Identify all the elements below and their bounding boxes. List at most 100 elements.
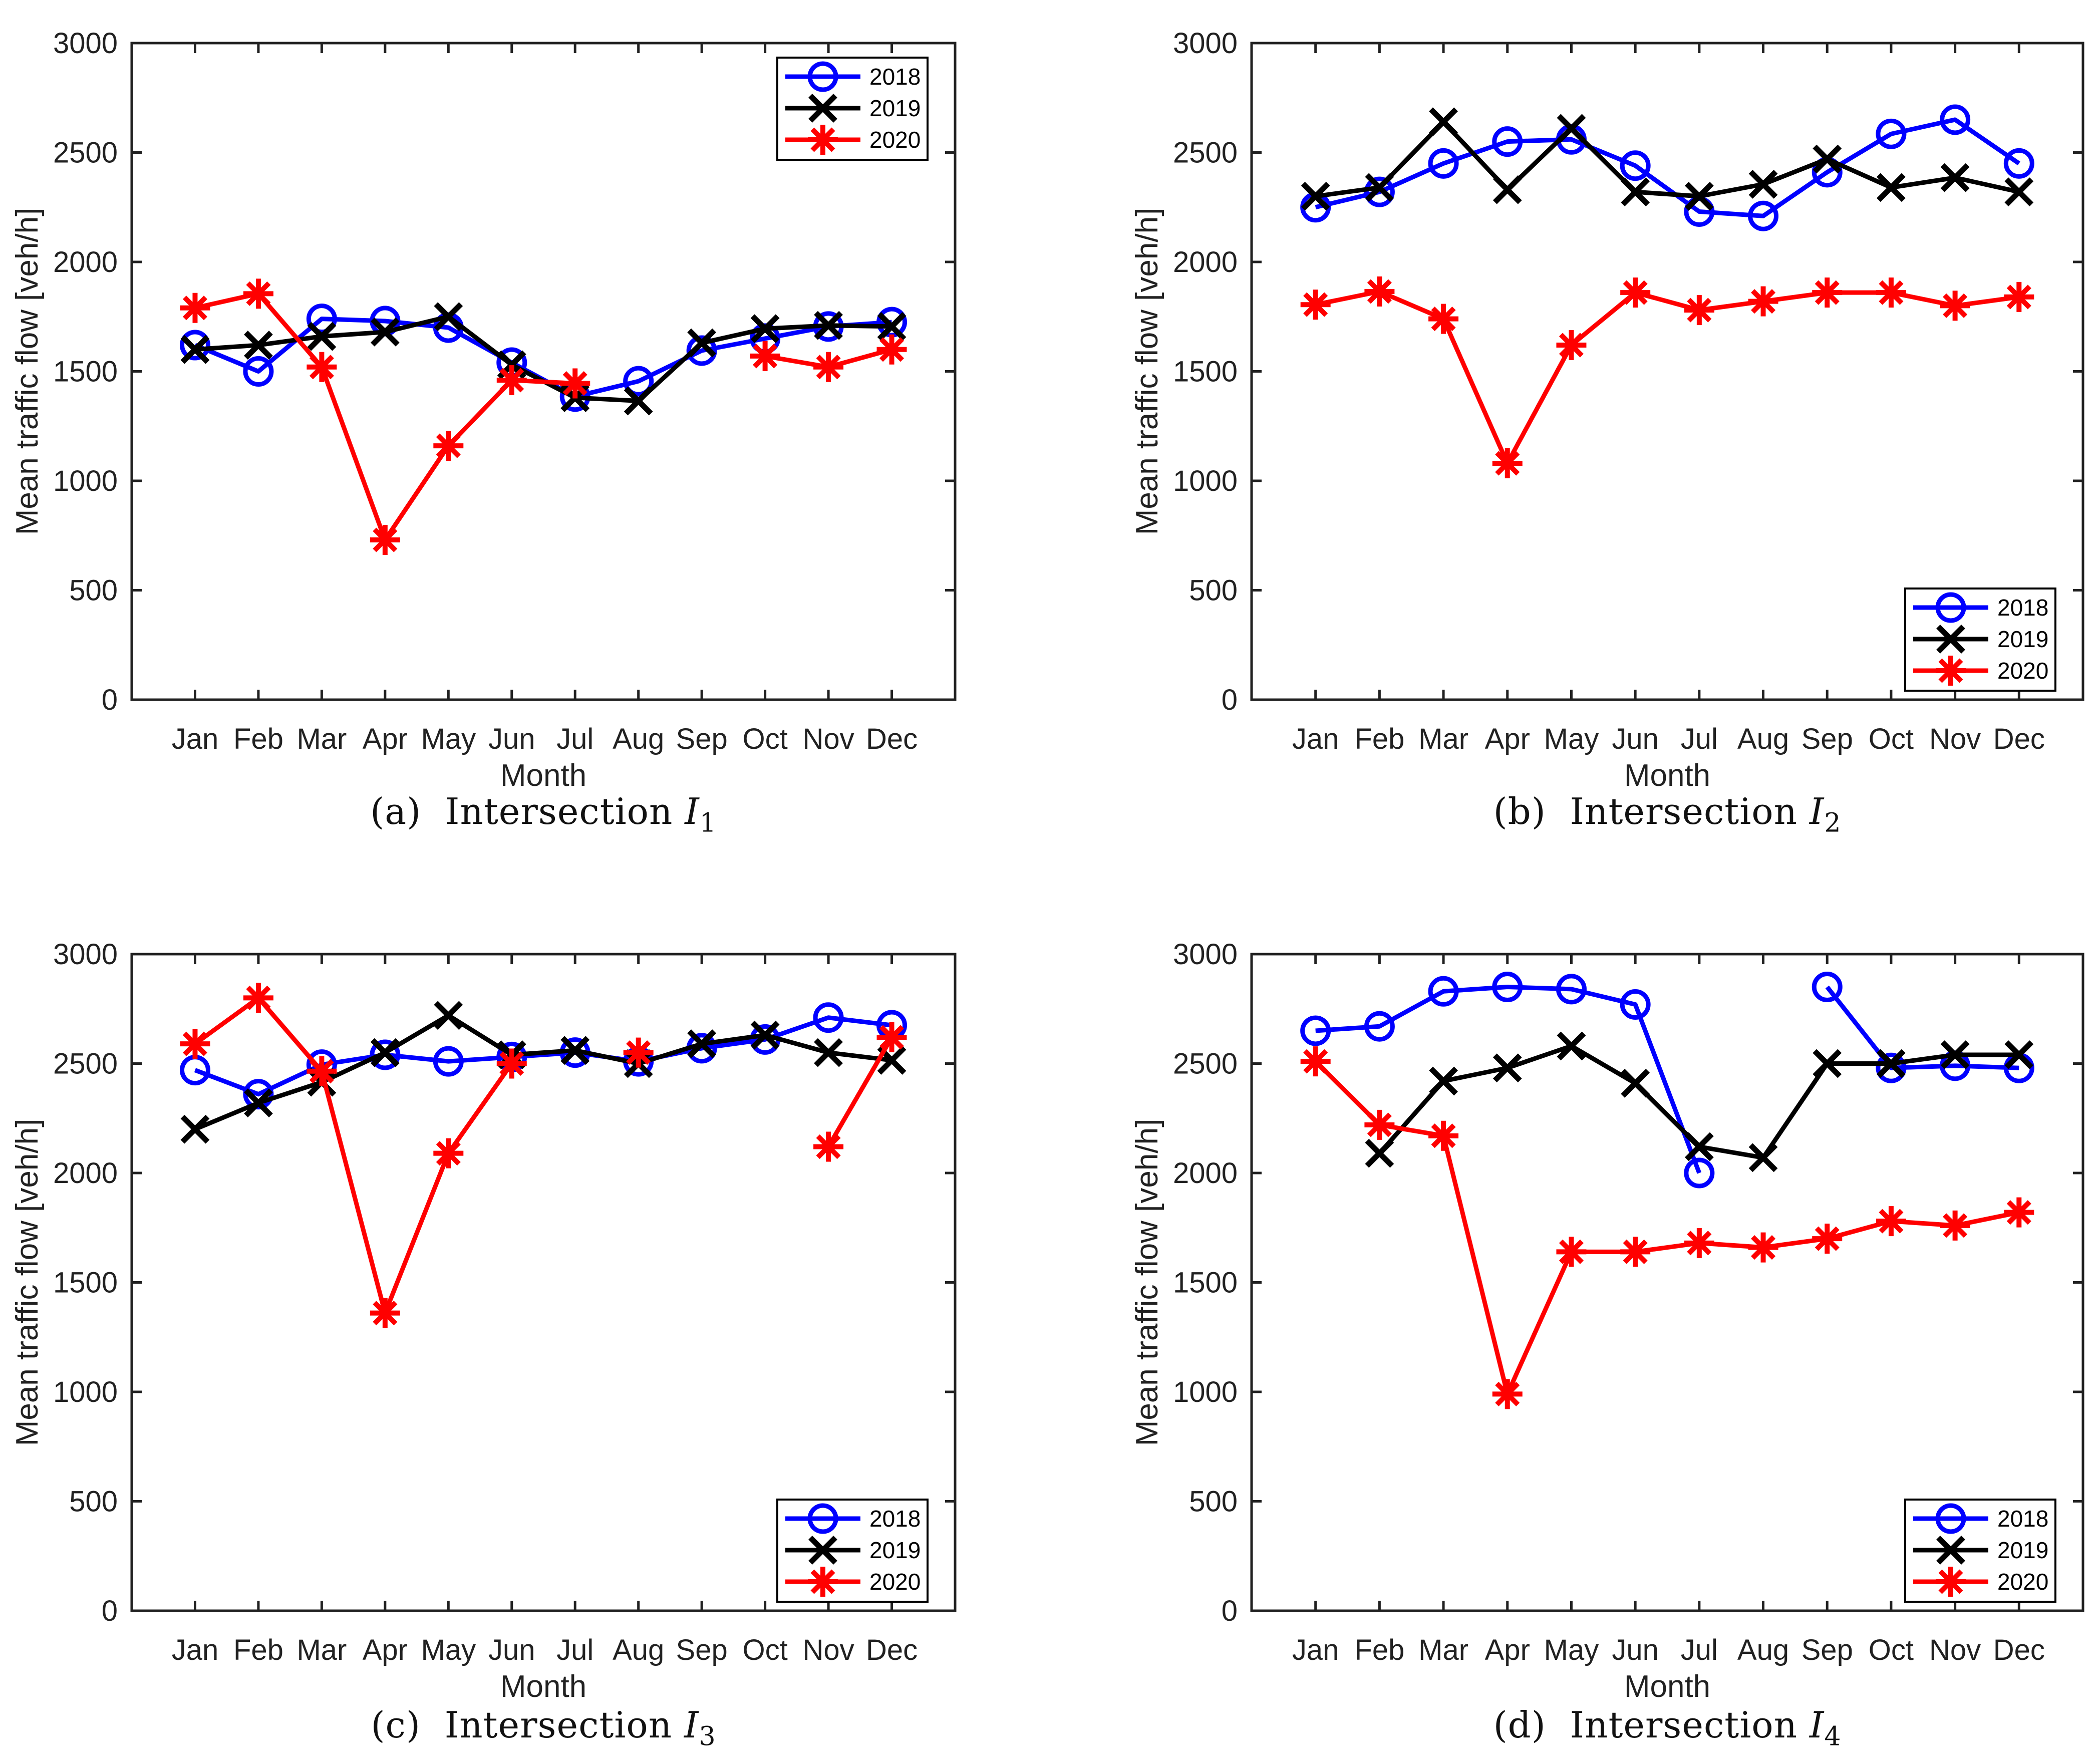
series-marker-2019 — [750, 1020, 780, 1050]
series-marker-2019 — [560, 1036, 590, 1065]
series-marker-2019 — [1940, 163, 1970, 192]
x-tick-label: Nov — [1929, 723, 1981, 755]
chart-panel-b: Jan Feb Mar Apr May Jun Jul Aug Sep Oct Nov Dec 0 500… — [1130, 27, 2084, 793]
series-marker-2019 — [624, 386, 653, 416]
series-marker-2020 — [1684, 1228, 1714, 1258]
x-tick-label: Feb — [233, 1634, 283, 1666]
series-marker-2019 — [814, 1038, 843, 1067]
series-marker-2019 — [1877, 173, 1906, 202]
caption-a-prefix: (a) — [370, 790, 422, 832]
caption-d-symbol: I — [1809, 1704, 1825, 1746]
x-tick-label: Feb — [233, 723, 283, 755]
x-tick-label: Jan — [1292, 1634, 1339, 1666]
series-marker-2018 — [1428, 976, 1459, 1007]
series-marker-2020 — [876, 1022, 907, 1053]
x-tick-label: Jun — [1612, 723, 1659, 755]
series-marker-2018 — [179, 1055, 210, 1086]
series-line-2020 — [826, 1036, 894, 1148]
series-marker-2018 — [1492, 126, 1523, 157]
series-marker-2018 — [306, 304, 337, 335]
legend-label-2019: 2019 — [869, 1537, 921, 1563]
series-marker-2019 — [434, 302, 463, 332]
series-marker-2019 — [1813, 1049, 1842, 1078]
y-tick-label: 1500 — [1173, 356, 1238, 388]
series-marker-2020 — [1748, 286, 1778, 317]
x-tick-label: Mar — [296, 1634, 347, 1666]
series-marker-2020 — [1492, 1379, 1523, 1409]
series-marker-2019 — [370, 317, 400, 347]
series-marker-2019 — [1813, 144, 1842, 174]
legend-marker-2018 — [807, 1503, 838, 1534]
y-tick-label: 3000 — [53, 938, 118, 971]
x-tick-label: Nov — [802, 1634, 854, 1666]
series-marker-2018 — [2003, 148, 2034, 179]
x-tick-label: Dec — [1993, 723, 2045, 755]
series-marker-2019 — [1365, 1138, 1394, 1168]
series-marker-2020 — [1812, 277, 1843, 308]
legend-marker-2019 — [1936, 625, 1965, 654]
series-marker-2018 — [623, 366, 654, 397]
legend-label-2018: 2018 — [1997, 1506, 2048, 1532]
y-tick-label: 1500 — [1173, 1267, 1238, 1299]
x-tick-label: May — [421, 1634, 476, 1666]
y-tick-label: 500 — [1189, 1486, 1238, 1518]
series-marker-2018 — [1492, 972, 1523, 1003]
series-marker-2019 — [687, 1029, 717, 1059]
series-marker-2020 — [1940, 290, 1970, 321]
legend-marker-2018 — [1935, 592, 1966, 623]
series-line-2018 — [1825, 985, 2019, 1070]
caption-c-prefix: (c) — [371, 1704, 421, 1746]
legend-label-2019: 2019 — [1997, 626, 2048, 652]
series-marker-2018 — [1620, 150, 1651, 181]
series-marker-2018 — [1684, 1157, 1715, 1189]
chart-panel-a: Jan Feb Mar Apr May Jun Jul Aug Sep Oct Nov Dec 0 500… — [10, 27, 957, 793]
y-tick-label: 2500 — [1173, 1048, 1238, 1080]
x-tick-label: Dec — [866, 723, 918, 755]
x-tick-label: May — [421, 723, 476, 755]
legend-label-2020: 2020 — [1997, 1569, 2048, 1595]
y-axis-label: Mean traffic flow [veh/h] — [1130, 208, 1164, 535]
series-line-2018 — [1315, 985, 1702, 1174]
x-tick-label: Jul — [556, 723, 593, 755]
x-tick-label: May — [1544, 1634, 1599, 1666]
series-marker-2020 — [370, 524, 400, 555]
series-marker-2019 — [370, 1038, 400, 1067]
x-tick-label: Sep — [676, 723, 728, 755]
series-line-2018 — [1315, 117, 2020, 218]
series-marker-2020 — [1428, 1120, 1459, 1151]
legend-label-2019: 2019 — [869, 95, 921, 121]
y-tick-label: 3000 — [53, 27, 118, 60]
series-line-2019 — [1315, 119, 2020, 199]
x-tick-label: Jan — [1292, 723, 1339, 755]
series-marker-2018 — [1748, 200, 1779, 231]
series-marker-2020 — [1300, 1046, 1331, 1077]
series-line-2019 — [1378, 1044, 2019, 1160]
x-tick-label: Apr — [363, 723, 408, 755]
legend-marker-2020 — [808, 1567, 838, 1597]
legend-label-2019: 2019 — [1997, 1537, 2048, 1563]
series-marker-2019 — [2004, 177, 2034, 207]
legend-marker-2020 — [1936, 656, 1966, 686]
series-marker-2019 — [1557, 114, 1586, 143]
x-tick-label: Apr — [363, 1634, 408, 1666]
series-marker-2018 — [243, 1079, 274, 1110]
series-marker-2020 — [813, 352, 844, 382]
caption-a: (a) Intersection I1 — [132, 790, 955, 838]
series-marker-2020 — [1876, 277, 1906, 308]
caption-c-symbol: I — [684, 1704, 699, 1746]
series-line-2020 — [1314, 1059, 2020, 1396]
series-marker-2020 — [1556, 330, 1587, 361]
series-marker-2019 — [1557, 1031, 1586, 1061]
series-marker-2020 — [1492, 448, 1523, 479]
series-marker-2019 — [180, 335, 210, 364]
series-marker-2020 — [496, 1048, 527, 1079]
series-marker-2020 — [243, 983, 273, 1013]
series-marker-2020 — [560, 368, 590, 399]
caption-d-word: Intersection — [1570, 1704, 1797, 1746]
x-tick-label: Apr — [1485, 1634, 1530, 1666]
series-marker-2019 — [244, 1088, 273, 1118]
x-tick-label: Jul — [1681, 723, 1718, 755]
series-line-2020 — [1315, 289, 2019, 466]
y-tick-label: 2500 — [1173, 137, 1238, 169]
x-tick-label: Jun — [1612, 1634, 1659, 1666]
